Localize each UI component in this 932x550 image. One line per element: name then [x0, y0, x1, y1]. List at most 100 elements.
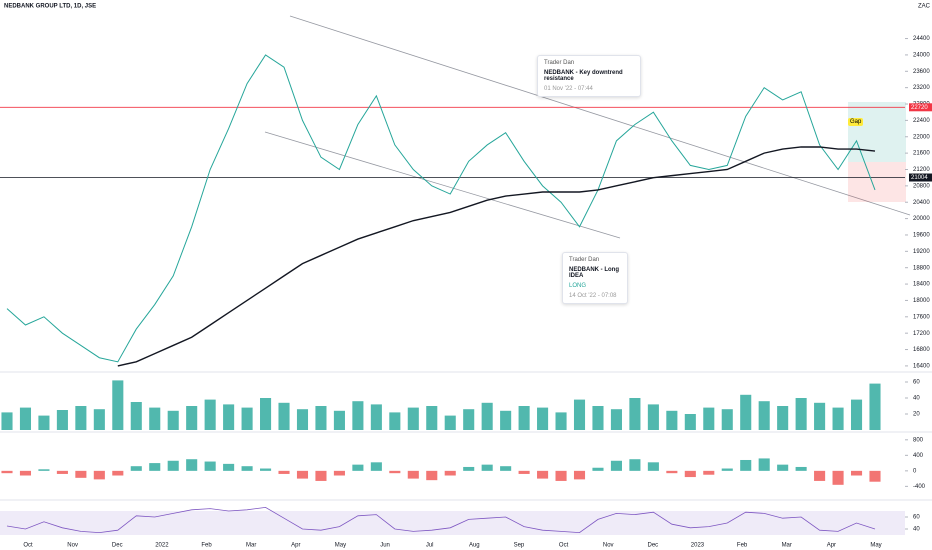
x-tick-label: Nov: [603, 543, 614, 549]
bar: [610, 460, 622, 471]
y-tick-label: 21200: [913, 167, 930, 173]
currency: ZAC: [918, 4, 931, 10]
x-tick-label: Apr: [827, 543, 836, 549]
bar: [869, 383, 881, 430]
bar: [832, 470, 844, 485]
idea-date: 14 Oct '22 - 07:08: [569, 293, 617, 299]
bar: [426, 470, 438, 481]
y-tick-label: 16400: [913, 363, 930, 369]
author: Trader Dan: [569, 257, 600, 263]
bar: [260, 468, 272, 471]
bar: [389, 412, 401, 430]
target-zone: [848, 102, 906, 162]
y-tick-label: 24400: [913, 36, 930, 42]
x-tick-label: Apr: [291, 543, 300, 549]
y-tick-label: 20: [913, 412, 920, 418]
bar: [518, 406, 530, 430]
bar: [278, 402, 290, 430]
bar: [204, 461, 216, 471]
bar: [223, 463, 235, 471]
bar: [370, 462, 382, 471]
idea-title: NEDBANK - Long IDEA: [569, 267, 619, 279]
x-tick-label: Aug: [469, 543, 480, 549]
series-line: [6, 506, 876, 534]
bar: [296, 470, 309, 479]
bar: [592, 406, 604, 430]
x-tick-label: Mar: [782, 543, 792, 549]
bar: [407, 470, 419, 479]
x-tick-label: Dec: [112, 543, 123, 549]
bar: [850, 470, 863, 476]
bar: [167, 460, 179, 471]
bar: [666, 410, 678, 430]
idea-date: 01 Nov '22 - 07:44: [544, 86, 593, 92]
rsi-band: [0, 511, 905, 535]
bar: [777, 406, 789, 430]
bar: [758, 401, 770, 430]
y-tick-label: 22400: [913, 118, 930, 124]
bar: [500, 410, 512, 430]
bar: [444, 415, 456, 430]
y-tick-label: 40: [913, 396, 920, 402]
series-line: [6, 54, 876, 363]
y-tick-label: 23200: [913, 85, 930, 91]
price-tag: [909, 173, 932, 182]
bar: [518, 470, 530, 474]
bar: [260, 398, 272, 430]
bar: [869, 470, 881, 482]
bar: [832, 407, 844, 430]
bar: [333, 470, 345, 476]
x-tick-label: Feb: [201, 543, 212, 549]
bar: [684, 470, 696, 478]
price-tag-label: 22720: [911, 105, 928, 111]
bar: [758, 458, 770, 471]
bar: [481, 402, 493, 430]
bar: [537, 407, 549, 430]
bar: [204, 399, 216, 430]
bar: [684, 414, 696, 430]
y-tick-label: 400: [913, 453, 924, 459]
bar: [278, 470, 290, 474]
y-tick-label: 17600: [913, 314, 930, 320]
bar: [19, 470, 32, 476]
bar: [555, 470, 567, 481]
bar: [315, 470, 327, 481]
y-tick-label: 19600: [913, 233, 930, 239]
y-tick-label: 60: [913, 380, 920, 386]
bar: [56, 470, 68, 474]
x-tick-label: Oct: [23, 543, 33, 549]
trend-line: [289, 15, 911, 216]
x-tick-label: May: [335, 543, 346, 549]
bar: [850, 399, 863, 430]
trend-line: [264, 131, 621, 239]
bar: [795, 398, 807, 430]
y-tick-label: 18400: [913, 282, 930, 288]
x-tick-label: 2023: [691, 543, 705, 549]
bar: [647, 404, 659, 430]
bar: [38, 469, 50, 471]
x-tick-label: Dec: [648, 543, 659, 549]
bar: [93, 470, 105, 480]
bar: [444, 470, 456, 476]
bar: [721, 468, 733, 471]
x-tick-label: Nov: [67, 543, 78, 549]
y-tick-label: 20400: [913, 200, 930, 206]
idea-card[interactable]: Trader Dan NEDBANK - Long IDEA LONG 14 O…: [562, 252, 628, 304]
y-tick-label: 20000: [913, 216, 930, 222]
y-tick-label: 19200: [913, 249, 930, 255]
y-tick-label: 40: [913, 527, 920, 533]
y-tick-label: 20800: [913, 183, 930, 189]
bar: [333, 410, 345, 430]
bar: [149, 407, 161, 430]
bar: [112, 380, 124, 430]
x-tick-label: Sep: [514, 543, 525, 549]
bar: [426, 406, 438, 430]
bar: [1, 412, 13, 430]
idea-card[interactable]: Trader Dan NEDBANK - Key downtrend resis…: [537, 55, 641, 97]
y-tick-label: 18000: [913, 298, 930, 304]
bar: [666, 470, 678, 474]
bar: [75, 406, 87, 430]
bar: [647, 462, 659, 471]
x-tick-label: May: [870, 543, 881, 549]
